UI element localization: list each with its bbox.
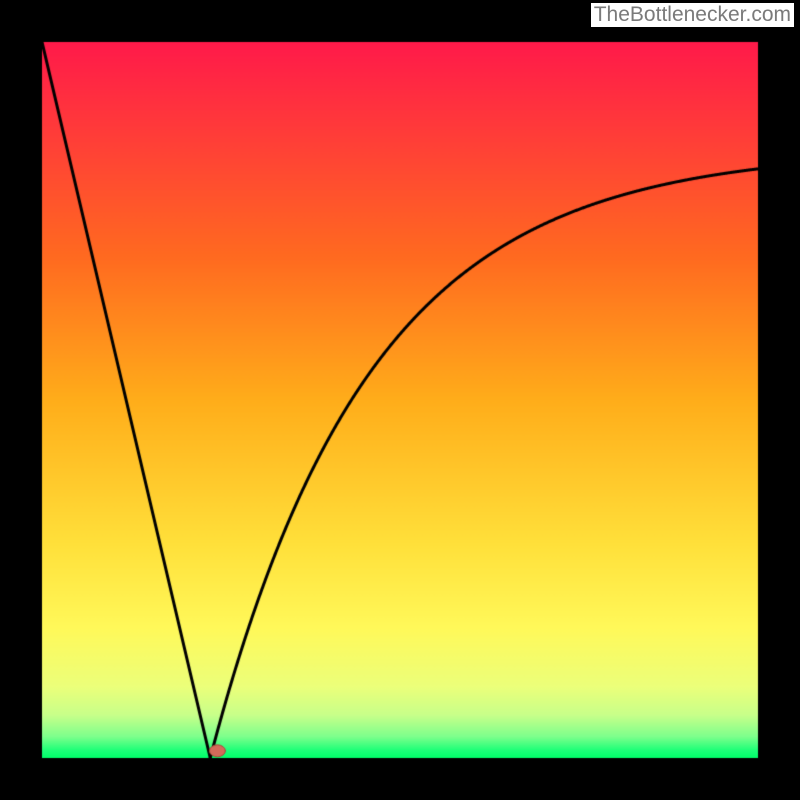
watermark-label: TheBottlenecker.com bbox=[591, 3, 794, 27]
chart-container: TheBottlenecker.com bbox=[0, 0, 800, 800]
bottleneck-curve-plot bbox=[0, 0, 800, 800]
